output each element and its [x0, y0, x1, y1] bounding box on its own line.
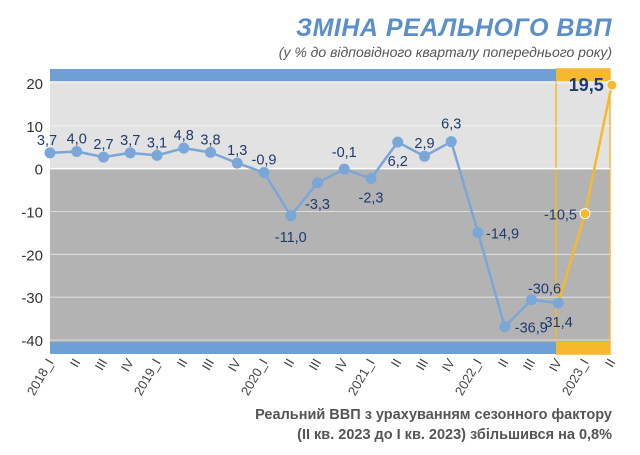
bottom-band — [50, 342, 556, 354]
data-point — [499, 321, 511, 333]
data-label: 4,0 — [67, 132, 87, 148]
data-label: -11,0 — [275, 230, 307, 246]
y-tick-label: 20 — [26, 76, 43, 93]
x-tick-label: IV — [439, 356, 458, 374]
data-label: 2,7 — [93, 137, 113, 153]
x-tick-label: 2022_I — [452, 356, 485, 398]
x-tick-label: III — [520, 356, 538, 373]
data-point — [258, 167, 270, 179]
data-label: 4,8 — [174, 128, 194, 144]
x-tick-label: III — [413, 356, 431, 373]
data-point — [124, 147, 136, 159]
y-tick-label: -20 — [21, 247, 43, 264]
x-tick-label: 2023_I — [559, 356, 592, 398]
data-point — [579, 208, 591, 220]
x-tick-label: II — [602, 356, 619, 370]
chart-title: ЗМІНА РЕАЛЬНОГО ВВП — [296, 14, 612, 42]
data-point — [151, 149, 163, 161]
x-tick-label: II — [174, 356, 191, 370]
data-point — [526, 294, 537, 306]
data-point — [178, 142, 190, 154]
data-label: -14,9 — [486, 226, 519, 242]
data-label: 6,3 — [441, 117, 461, 133]
data-label: -10,5 — [544, 208, 577, 224]
data-point — [338, 163, 350, 175]
data-point — [419, 150, 430, 162]
top-band — [50, 69, 556, 81]
x-tick-label: II — [281, 356, 298, 370]
y-tick-label: 10 — [26, 119, 43, 136]
data-point — [231, 157, 243, 169]
y-tick-label: 0 — [35, 162, 43, 179]
x-tick-label: 2018_I — [24, 356, 57, 398]
x-tick-label: IV — [332, 356, 351, 374]
y-tick-label: -10 — [21, 205, 43, 222]
data-label: -0,9 — [252, 153, 277, 169]
top-band-forecast — [556, 69, 610, 81]
x-tick-label: II — [67, 356, 84, 370]
data-label: -0,1 — [332, 145, 357, 161]
x-tick-label: III — [306, 356, 324, 373]
negative-region — [50, 168, 610, 354]
x-tick-label: II — [495, 356, 512, 370]
data-point — [44, 147, 56, 159]
data-label: 3,8 — [200, 132, 220, 148]
x-tick-label: 2021_I — [345, 356, 378, 398]
data-point — [445, 136, 457, 148]
data-point — [98, 151, 109, 163]
positive-region — [50, 69, 610, 169]
data-point — [71, 146, 83, 158]
data-label: 1,3 — [227, 143, 247, 159]
y-tick-label: -40 — [21, 333, 43, 350]
x-tick-label: III — [199, 356, 217, 373]
data-point — [312, 177, 323, 189]
data-point — [285, 210, 297, 222]
footnote-line-2: (ІІ кв. 2023 до І кв. 2023) збільшився н… — [297, 427, 612, 443]
data-label: -2,3 — [359, 191, 384, 207]
data-label: -36,9 — [515, 321, 548, 337]
x-tick-label: IV — [225, 356, 244, 374]
footnote: Реальний ВВП з урахуванням сезонного фак… — [255, 405, 612, 445]
y-tick-label: -30 — [21, 290, 43, 307]
data-point — [365, 173, 377, 185]
data-label: 3,1 — [147, 135, 167, 151]
data-label: 19,5 — [569, 75, 604, 95]
bottom-band-forecast — [556, 342, 610, 354]
data-label: 3,7 — [120, 133, 140, 149]
data-label: -30,6 — [528, 282, 561, 298]
data-point — [552, 297, 564, 309]
footnote-line-1: Реальний ВВП з урахуванням сезонного фак… — [255, 407, 612, 423]
x-tick-label: II — [388, 356, 405, 370]
data-point — [472, 226, 484, 238]
data-point — [205, 146, 216, 158]
data-label: 2,9 — [414, 136, 434, 152]
data-point — [392, 136, 404, 148]
data-label: 3,7 — [37, 133, 57, 149]
x-tick-label: 2019_I — [131, 356, 164, 398]
data-label: -31,4 — [540, 315, 573, 331]
data-label: 6,2 — [388, 154, 408, 170]
x-tick-label: IV — [546, 356, 565, 374]
data-point — [606, 79, 618, 91]
x-tick-label: III — [92, 356, 110, 373]
x-tick-label: IV — [118, 356, 137, 374]
x-tick-label: 2020_I — [238, 356, 271, 398]
data-label: -3,3 — [305, 197, 330, 213]
chart-subtitle: (у % до відповідного кварталу попередньо… — [278, 44, 612, 60]
